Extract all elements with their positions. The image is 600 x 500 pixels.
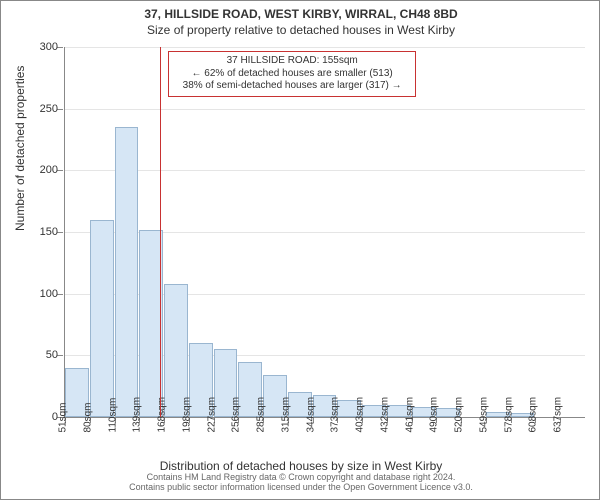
y-axis-title: Number of detached properties bbox=[13, 66, 27, 231]
footer-line2: Contains public sector information licen… bbox=[129, 482, 473, 492]
y-tick-label: 150 bbox=[30, 226, 58, 238]
annotation-line2: ← 62% of detached houses are smaller (51… bbox=[175, 68, 409, 81]
footer-line1: Contains HM Land Registry data © Crown c… bbox=[147, 472, 456, 482]
y-tick-label: 50 bbox=[30, 349, 58, 361]
histogram-bar bbox=[90, 220, 114, 417]
chart-title-line2: Size of property relative to detached ho… bbox=[1, 23, 600, 37]
reference-line bbox=[160, 47, 161, 417]
gridline bbox=[65, 170, 585, 171]
gridline bbox=[65, 109, 585, 110]
y-tick-label: 100 bbox=[30, 288, 58, 300]
y-tick-label: 0 bbox=[30, 411, 58, 423]
annotation-box: 37 HILLSIDE ROAD: 155sqm← 62% of detache… bbox=[168, 51, 416, 97]
chart-container: 37, HILLSIDE ROAD, WEST KIRBY, WIRRAL, C… bbox=[0, 0, 600, 500]
histogram-bar bbox=[115, 127, 139, 417]
annotation-line3: 38% of semi-detached houses are larger (… bbox=[175, 80, 409, 93]
plot-area: 05010015020025030051sqm80sqm110sqm139sqm… bbox=[64, 47, 585, 418]
y-tick-label: 250 bbox=[30, 103, 58, 115]
gridline bbox=[65, 47, 585, 48]
annotation-line1: 37 HILLSIDE ROAD: 155sqm bbox=[175, 55, 409, 68]
y-tick-label: 200 bbox=[30, 164, 58, 176]
chart-title-line1: 37, HILLSIDE ROAD, WEST KIRBY, WIRRAL, C… bbox=[1, 7, 600, 21]
y-tick-label: 300 bbox=[30, 41, 58, 53]
x-axis-title: Distribution of detached houses by size … bbox=[1, 459, 600, 473]
footer-attribution: Contains HM Land Registry data © Crown c… bbox=[1, 473, 600, 493]
